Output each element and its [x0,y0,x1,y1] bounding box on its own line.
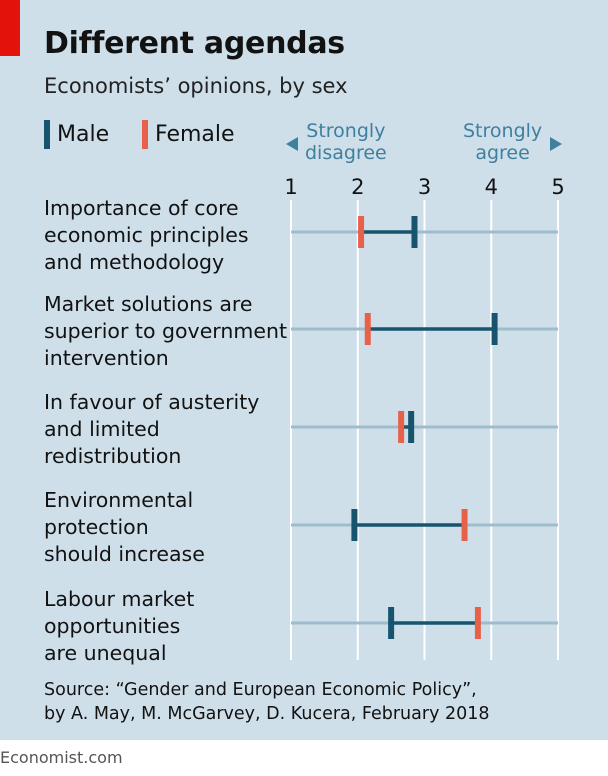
male-marker [388,607,395,639]
chart-title: Different agendas [44,26,345,61]
legend-male-label: Male [57,122,110,147]
category-label: Environmental protection should increase [44,487,205,568]
female-marker [398,411,405,443]
male-marker [411,216,418,248]
scale-note-right-line-2: agree [475,142,530,164]
footer-credit: Economist.com [0,748,123,767]
source-line-2: by A. May, M. McGarvey, D. Kucera, Febru… [44,704,490,724]
x-tick-label: 3 [418,175,431,199]
category-label-line: opportunities [44,614,181,638]
x-tick-label: 2 [351,175,364,199]
category-label-line: and limited [44,417,160,441]
male-marker [491,313,498,345]
strongly-disagree-note: Strongly disagree [305,120,387,164]
male-marker [408,411,415,443]
triangle-left-icon [286,137,298,151]
female-marker [461,509,468,541]
female-marker [358,216,365,248]
category-label: Importance of core economic principles and… [44,195,249,276]
legend-male-swatch [44,120,50,149]
category-label-line: and methodology [44,250,225,274]
category-label: Market solutions are superior to governme… [44,291,287,372]
source-line-1: Source: “Gender and European Economic Po… [44,680,477,700]
scale-note-left-line-1: Strongly [306,120,386,142]
strongly-agree-note: Strongly agree [463,120,542,164]
category-label-line: Labour market [44,587,195,611]
category-label-line: should increase [44,542,205,566]
category-label-line: redistribution [44,444,182,468]
category-label-line: protection [44,515,149,539]
category-label-line: superior to government [44,319,287,343]
scale-note-left-line-2: disagree [305,142,387,164]
chart-card: Different agendas Economists’ opinions, … [0,0,608,740]
male-marker [351,509,358,541]
category-label: Labour market opportunities are unequal [44,586,194,667]
category-label-line: Importance of core [44,196,239,220]
brand-red-tab [0,0,20,56]
category-label-line: are unequal [44,641,167,665]
category-label-line: intervention [44,346,169,370]
source-note: Source: “Gender and European Economic Po… [44,678,490,726]
x-tick-label: 4 [485,175,498,199]
triangle-right-icon [550,137,562,151]
category-label-line: In favour of austerity [44,390,260,414]
scale-note-right-line-1: Strongly [463,120,543,142]
female-marker [364,313,371,345]
legend-female-swatch [142,120,148,149]
chart-subtitle: Economists’ opinions, by sex [44,74,348,98]
dumbbell-chart: 1 2 3 4 5 [284,137,565,660]
category-label: In favour of austerity and limited redistr… [44,389,259,470]
category-label-line: economic principles [44,223,249,247]
x-tick-label: 5 [551,175,564,199]
x-tick-label: 1 [284,175,297,199]
female-marker [474,607,481,639]
category-label-line: Market solutions are [44,292,253,316]
legend-female-label: Female [155,122,235,147]
category-label-line: Environmental [44,488,194,512]
